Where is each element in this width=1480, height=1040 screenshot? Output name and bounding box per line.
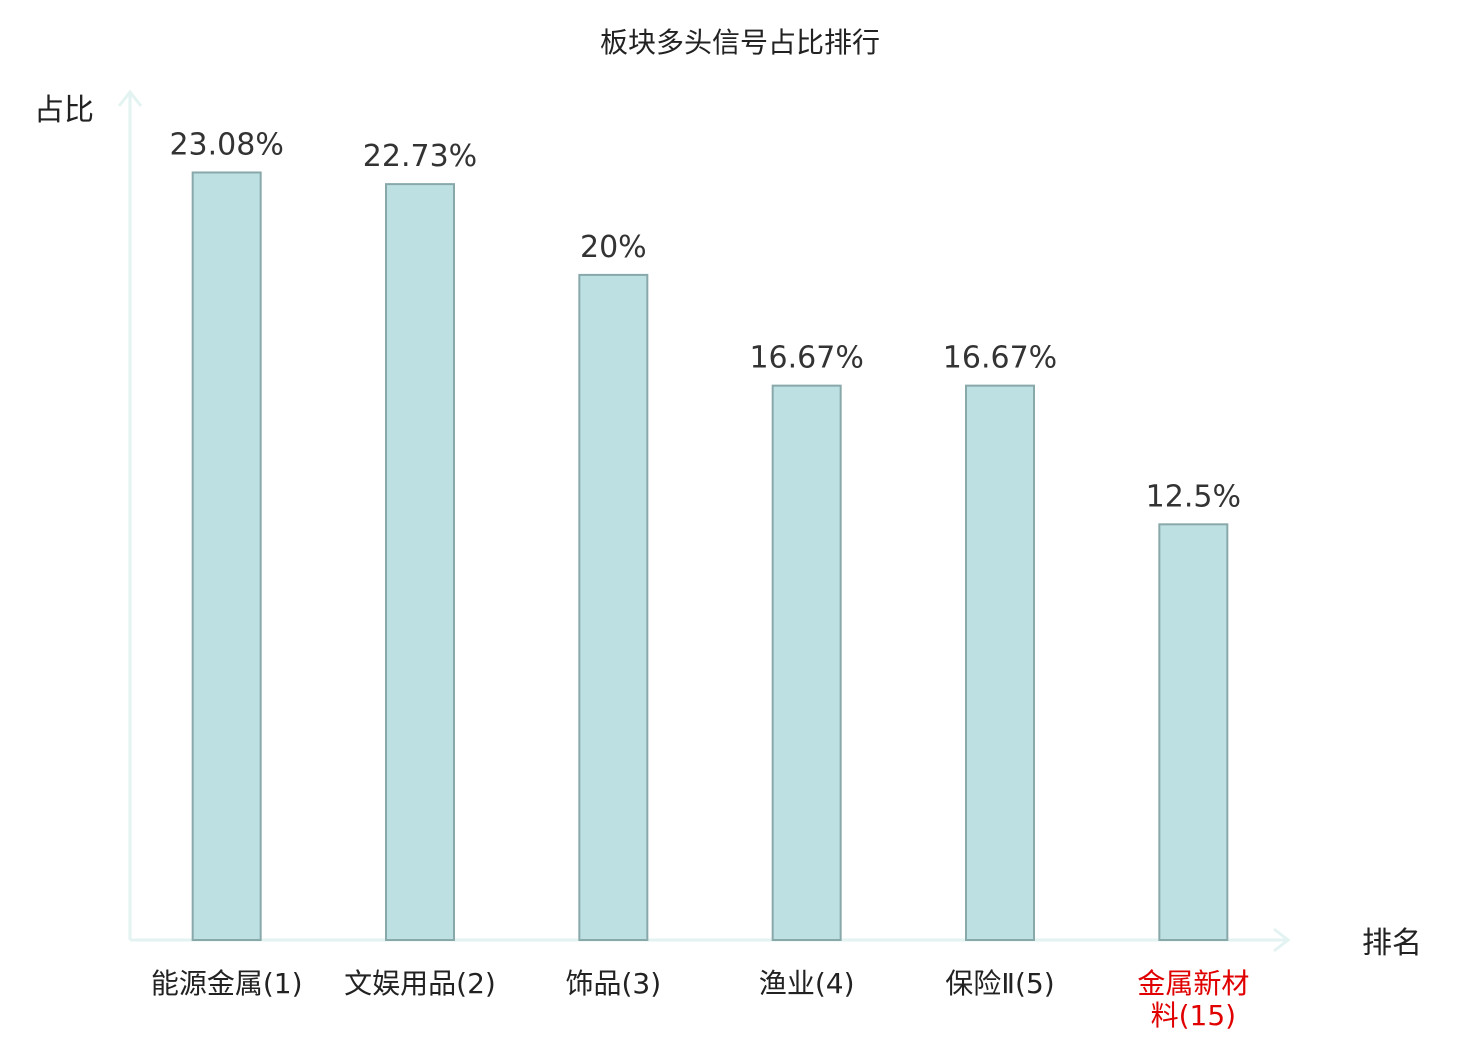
y-axis	[117, 89, 143, 940]
value-label-5: 16.67%	[943, 341, 1057, 376]
bar-5	[965, 384, 1035, 941]
category-label-4: 渔业(4)	[759, 967, 855, 1000]
bar-2	[385, 183, 455, 941]
category-label-6: 金属新材料(15)	[1137, 967, 1249, 1032]
bar-6	[1158, 523, 1229, 941]
category-labels-group: 能源金属(1) 文娱用品(2) 饰品(3) 渔业(4) 保险Ⅱ(5) 金属新材料(15)	[151, 967, 1250, 1032]
chart-title: 板块多头信号占比排行	[600, 26, 880, 59]
category-label-2: 文娱用品(2)	[344, 967, 496, 1000]
category-label-3: 饰品(3)	[565, 967, 661, 1000]
value-label-3: 20%	[580, 230, 647, 265]
bars-group	[191, 171, 1229, 941]
bar-1	[191, 171, 262, 941]
value-labels-group: 23.08% 22.73% 20% 16.67% 16.67% 12.5%	[169, 127, 1241, 514]
value-label-1: 23.08%	[169, 127, 283, 162]
value-label-6: 12.5%	[1146, 479, 1241, 514]
category-label-5: 保险Ⅱ(5)	[945, 967, 1054, 1000]
value-label-2: 22.73%	[363, 139, 477, 174]
bar-4	[771, 384, 842, 941]
category-label-1: 能源金属(1)	[151, 967, 303, 1000]
x-axis	[130, 927, 1291, 953]
bar-3	[578, 273, 649, 941]
y-axis-label: 占比	[34, 93, 94, 128]
x-axis-label: 排名	[1362, 926, 1422, 961]
value-label-4: 16.67%	[749, 341, 863, 376]
